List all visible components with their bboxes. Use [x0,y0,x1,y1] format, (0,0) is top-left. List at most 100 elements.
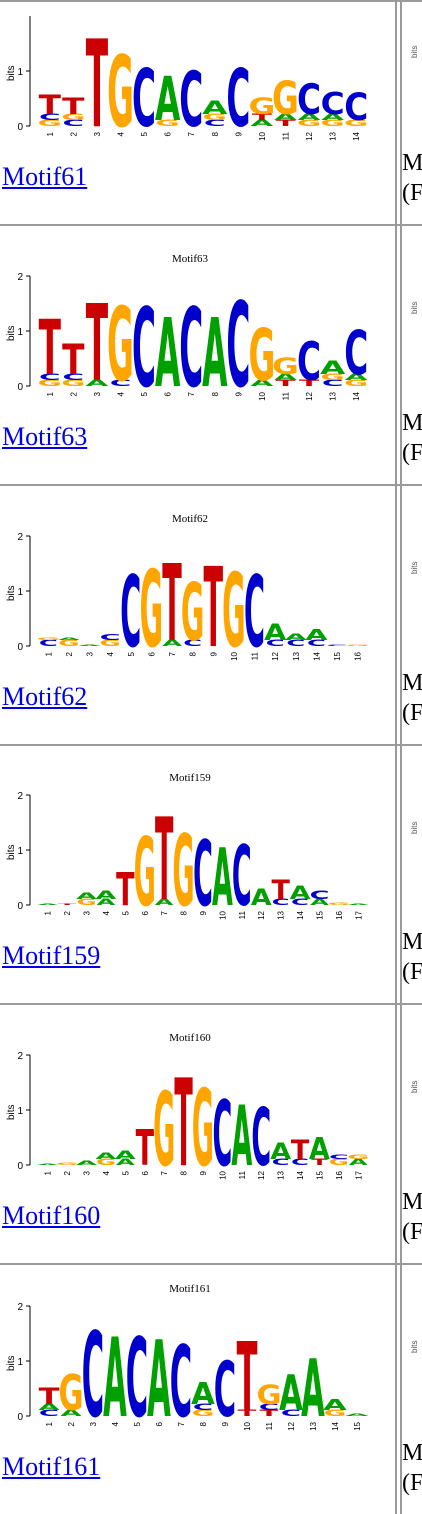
logo-letter: A [251,884,273,910]
side-label-top: M [402,670,422,696]
y-tick-label: 1 [17,846,23,857]
y-tick-label: 2 [17,1302,23,1313]
logo-letter: A [78,645,101,647]
logo-letter: T [291,1135,310,1166]
logo-letter: C [297,332,321,393]
x-tick-label: 14 [352,391,361,400]
logo-letter-minor: C [39,372,61,382]
logo-letter: G [134,819,156,928]
logo-letter: A [58,637,81,641]
y-tick-label: 0 [17,642,23,653]
logo-letter: G [192,1069,214,1191]
logo-letter: A [96,1150,117,1161]
logo-letter: A [202,299,228,409]
logo-letter: G [248,314,275,398]
logo-letter: C [193,821,213,927]
logo-letter: C [82,1309,104,1444]
logo-letter-minor: T [252,112,272,122]
logo-letter-minor: C [39,638,58,648]
logo-letter-minor: C [193,1402,213,1412]
x-tick-label: 5 [140,391,149,396]
motif-link[interactable]: Motif61 [2,162,88,191]
logo-letter-minor: G [344,118,368,128]
logo-letter-minor: A [345,372,368,382]
sequence-logo: Motif62 0 1 2 bits C G 1 G A 2 A 3 G C 4 C 5 G 6 A T 7 C G 8 T 9 G 10… [0,486,395,674]
logo-letter: A [231,1088,252,1185]
logo-letter-minor: A [60,1408,82,1418]
motif-link[interactable]: Motif160 [2,1201,101,1230]
y-axis-label: bits [6,65,17,81]
logo-letter-minor: G [329,1157,349,1167]
motif-link[interactable]: Motif63 [2,422,88,451]
logo-letter-minor: T [260,1408,279,1418]
logo-letter: T [174,1053,193,1193]
x-tick-label: 2 [63,1170,72,1175]
sequence-logo: Motif63 0 1 2 bits G C T 1 G C T 2 A T 3 C G 4 C 5 A 6 C 7 A 8 C 9 A G… [0,226,395,414]
x-tick-label: 1 [45,1421,54,1426]
logo-letter: G [181,568,205,660]
logo-letter-minor: G [58,638,79,648]
logo-letter: C [329,1153,349,1160]
logo-letter-minor: G [321,372,345,382]
logo-letter: A [279,1364,303,1422]
x-tick-label: 3 [93,131,102,136]
logo-letter-minor: C [322,378,344,388]
y-tick-label: 1 [17,587,23,598]
x-tick-label: 7 [187,131,196,136]
logo-letter: C [327,645,348,647]
y-tick-label: 0 [17,122,23,133]
motif-link[interactable]: Motif62 [2,682,88,711]
x-tick-label: 15 [315,1170,324,1179]
logo-letter: C [179,286,203,413]
logo-title: Motif63 [172,253,209,265]
x-tick-label: 11 [238,910,247,919]
motif-link[interactable]: Motif159 [2,941,101,970]
x-tick-label: 10 [230,651,239,660]
logo-letter: A [155,299,181,409]
logo-letter-minor: A [251,118,274,128]
x-tick-label: 2 [63,910,72,915]
x-tick-label: 2 [67,1421,76,1426]
logo-letter: C [344,86,368,130]
x-tick-label: 7 [187,391,196,396]
x-tick-label: 14 [296,910,305,919]
x-tick-label: 9 [209,651,218,656]
x-tick-label: 3 [93,391,102,396]
y-tick-label: 0 [17,1161,23,1172]
logo-letter-minor: C [307,638,326,648]
logo-letter: G [328,901,350,906]
x-tick-label: 15 [353,1421,362,1430]
x-tick-label: 9 [199,1170,208,1175]
x-tick-label: 4 [102,1170,111,1175]
x-tick-label: 12 [305,391,314,400]
x-tick-label: 10 [243,1421,252,1430]
logo-letter: T [58,904,76,906]
logo-letter-minor: A [116,1157,135,1167]
logo-letter: T [62,335,85,384]
table-border [0,744,422,746]
x-tick-label: 7 [160,910,169,915]
x-tick-label: 14 [331,1421,340,1430]
logo-letter-minor: T [299,378,319,388]
table-border [0,484,422,486]
side-bits-label: bits [410,1340,419,1353]
x-tick-label: 7 [177,1421,186,1426]
x-tick-label: 10 [258,391,267,400]
x-tick-label: 12 [305,131,314,140]
motif-link[interactable]: Motif161 [2,1452,101,1481]
x-tick-label: 11 [238,1170,247,1179]
logo-letter: G [222,552,246,670]
x-tick-label: 4 [102,910,111,915]
logo-letter: A [309,1131,330,1167]
logo-letter-minor: C [272,1157,290,1167]
side-bits-label: bits [410,561,419,574]
x-tick-label: 11 [265,1421,274,1430]
logo-letter: A [115,1149,136,1162]
x-tick-label: 9 [234,131,243,136]
logo-letter: A [301,1343,325,1435]
logo-title: Motif159 [169,772,211,784]
y-tick-label: 0 [17,1412,23,1423]
